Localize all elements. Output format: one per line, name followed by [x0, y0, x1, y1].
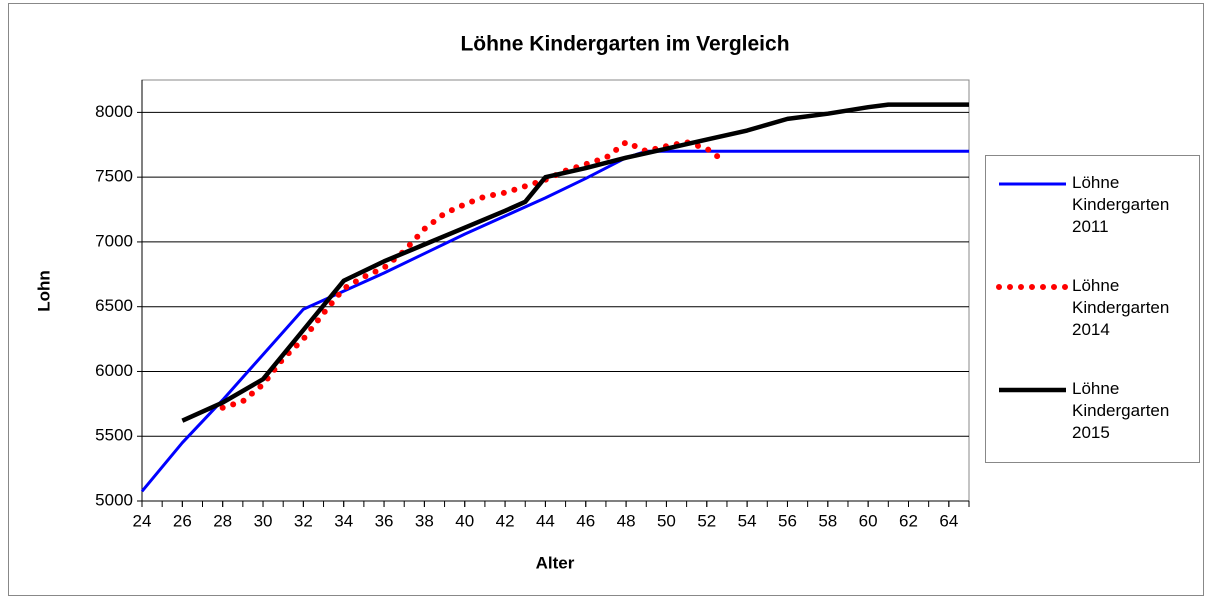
x-tick-label: 38 [415, 511, 434, 530]
x-tick-label: 54 [738, 511, 757, 530]
x-tick-label: 56 [778, 511, 797, 530]
x-tick-label: 32 [294, 511, 313, 530]
x-tick-label: 58 [818, 511, 837, 530]
series-line [219, 139, 726, 411]
legend-box [985, 155, 1200, 463]
chart-title: Löhne Kindergarten im Vergleich [460, 33, 789, 56]
x-tick-label: 48 [617, 511, 636, 530]
series-line [181, 102, 969, 423]
x-tick-label: 34 [334, 511, 353, 530]
x-tick-label: 52 [697, 511, 716, 530]
y-tick-label: 7000 [95, 231, 133, 250]
y-axis-label: Lohn [34, 270, 53, 312]
legend-label: Löhne Kindergarten 2014 [1072, 276, 1169, 339]
legend-label: Löhne Kindergarten 2015 [1072, 379, 1169, 442]
plot-area [141, 79, 970, 502]
y-tick-label: 8000 [95, 102, 133, 121]
x-tick-label: 50 [657, 511, 676, 530]
x-tick-label: 60 [859, 511, 878, 530]
x-tick-label: 44 [536, 511, 555, 530]
x-tick-label: 36 [375, 511, 394, 530]
y-tick-label: 6500 [95, 296, 133, 315]
x-tick-label: 30 [254, 511, 273, 530]
y-tick-label: 5500 [95, 426, 133, 445]
x-tick-label: 40 [455, 511, 474, 530]
x-tick-label: 46 [576, 511, 595, 530]
x-tick-label: 64 [939, 511, 958, 530]
legend-label: Löhne Kindergarten 2011 [1072, 173, 1169, 236]
x-tick-label: 24 [133, 511, 152, 530]
x-tick-label: 42 [496, 511, 515, 530]
y-tick-label: 7500 [95, 167, 133, 186]
y-tick-label: 6000 [95, 361, 133, 380]
x-tick-label: 26 [173, 511, 192, 530]
series-line [140, 149, 969, 493]
x-axis-label: Alter [536, 553, 575, 572]
y-tick-label: 5000 [95, 490, 133, 509]
x-tick-label: 62 [899, 511, 918, 530]
x-tick-label: 28 [213, 511, 232, 530]
